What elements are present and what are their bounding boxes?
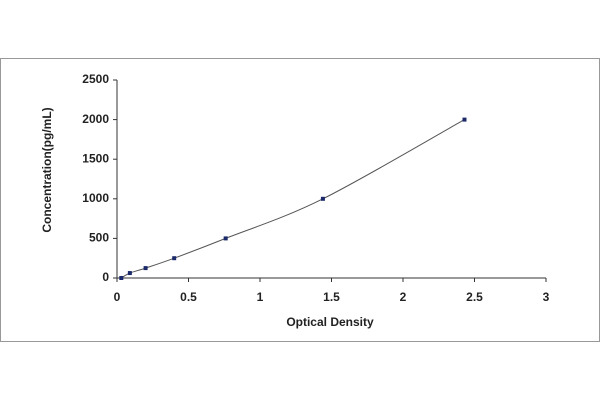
y-tick-label: 0 (102, 270, 109, 284)
fit-curve (121, 119, 465, 279)
x-axis-label: Optical Density (286, 315, 374, 329)
data-point (320, 196, 325, 201)
y-axis-label: Concentration(pg/mL) (40, 107, 54, 232)
x-tick-label: 3 (543, 290, 550, 304)
y-tick-label: 2000 (82, 112, 109, 126)
x-tick-label: 1 (257, 290, 264, 304)
data-point (143, 266, 148, 271)
data-point (119, 276, 124, 280)
x-tick-label: 2 (400, 290, 407, 304)
y-tick-label: 1000 (82, 191, 109, 205)
y-tick-label: 500 (89, 231, 109, 245)
data-point (127, 271, 132, 276)
data-point (172, 256, 177, 261)
x-tick-label: 1.5 (323, 290, 340, 304)
x-tick-label: 0.5 (180, 290, 197, 304)
x-tick-label: 0 (114, 290, 121, 304)
y-tick-label: 2500 (82, 72, 109, 86)
x-tick-label: 2.5 (466, 290, 483, 304)
data-point (462, 117, 467, 122)
y-tick-label: 1500 (82, 151, 109, 165)
data-point (223, 236, 228, 241)
